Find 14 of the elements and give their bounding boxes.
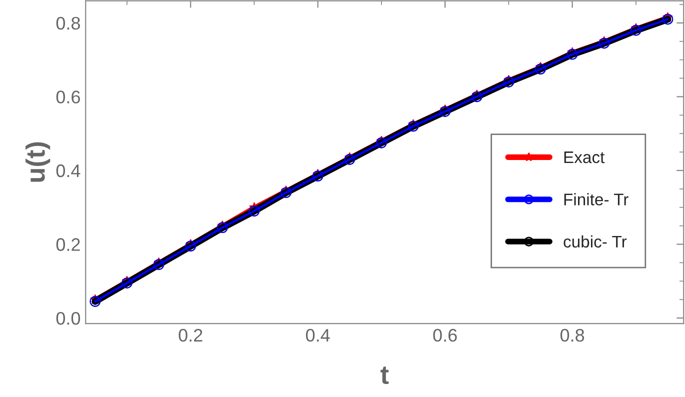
y-tick-label: 0.6 [56, 90, 80, 104]
x-tick-label: 0.4 [306, 328, 330, 342]
y-tick-label: 0.8 [56, 16, 80, 30]
x-axis-title: t [380, 366, 389, 384]
y-tick-label: 0.4 [56, 164, 80, 178]
legend-label: Exact [564, 152, 605, 164]
legend-label: cubic- Tr [564, 235, 627, 248]
legend-label: Finite- Tr [564, 193, 628, 206]
y-tick-label: 0.0 [56, 312, 80, 325]
x-tick-label: 0.2 [178, 328, 202, 342]
y-tick-label: 0.2 [56, 238, 80, 251]
y-axis-title: u(t) [26, 142, 50, 182]
x-tick-label: 0.6 [433, 328, 457, 342]
x-tick-label: 0.8 [560, 328, 584, 342]
